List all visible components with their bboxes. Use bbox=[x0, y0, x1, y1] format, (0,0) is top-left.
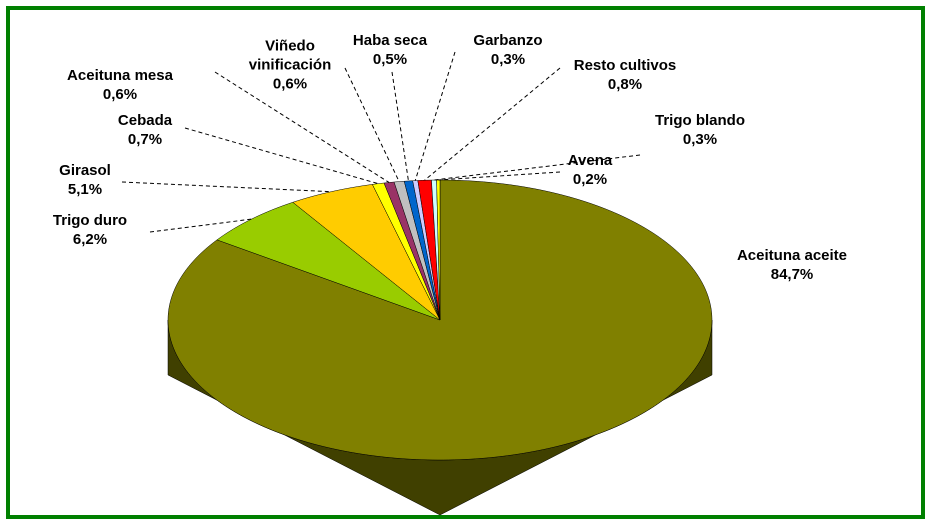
category-label: Avena bbox=[567, 152, 613, 169]
leader-line bbox=[391, 71, 409, 182]
chart-frame: Aceituna aceite 84,7% Trigo duro 6,2% Giraso… bbox=[6, 6, 925, 519]
category-label: Resto cultivos bbox=[573, 57, 677, 74]
category-label: Trigo blando bbox=[655, 112, 745, 129]
category-label: Garbanzo bbox=[473, 32, 543, 49]
category-label: Viñedo vinificación bbox=[248, 37, 332, 74]
chart bbox=[121, 51, 713, 516]
slice-label: Aceituna aceite 84,7% bbox=[737, 246, 847, 284]
value-label: 0,6% bbox=[272, 75, 308, 93]
slice-label: Girasol 5,1% bbox=[59, 161, 111, 199]
value-label: 0,2% bbox=[572, 171, 608, 188]
slice-label: Trigo blando 0,3% bbox=[655, 111, 745, 149]
value-label: 0,3% bbox=[490, 51, 526, 68]
leader-line bbox=[438, 171, 561, 181]
leader-line bbox=[184, 127, 379, 185]
slice-label: Trigo duro 6,2% bbox=[53, 211, 127, 249]
leader-line bbox=[414, 51, 456, 181]
slice-label: Cebada 0,7% bbox=[118, 111, 172, 149]
category-label: Aceituna aceite bbox=[736, 247, 848, 264]
value-label: 0,8% bbox=[607, 76, 643, 93]
leader-line bbox=[344, 67, 400, 182]
category-label: Aceituna mesa bbox=[67, 67, 173, 84]
slice-label: Garbanzo 0,3% bbox=[473, 31, 542, 69]
leader-line bbox=[149, 218, 252, 233]
slice-label: Resto cultivos 0,8% bbox=[574, 56, 677, 94]
leader-line bbox=[424, 67, 561, 181]
slice-label: Avena 0,2% bbox=[568, 151, 612, 189]
leader-line bbox=[121, 181, 332, 193]
value-label: 6,2% bbox=[72, 231, 108, 248]
category-label: Haba seca bbox=[352, 32, 428, 49]
value-label: 0,6% bbox=[102, 86, 138, 103]
value-label: 0,3% bbox=[682, 131, 718, 148]
slice bbox=[292, 184, 441, 321]
value-label: 0,5% bbox=[372, 51, 408, 68]
slice-label: Viñedo vinificación 0,6% bbox=[235, 37, 345, 94]
slice-label: Aceituna mesa 0,6% bbox=[67, 66, 173, 104]
value-label: 5,1% bbox=[67, 181, 103, 198]
category-label: Cebada bbox=[117, 112, 173, 129]
category-label: Girasol bbox=[59, 162, 111, 179]
value-label: 0,7% bbox=[127, 131, 163, 148]
category-label: Trigo duro bbox=[52, 212, 128, 229]
leader-line bbox=[214, 71, 390, 183]
slice-label: Haba seca 0,5% bbox=[353, 31, 427, 69]
slice bbox=[216, 201, 441, 321]
value-label: 84,7% bbox=[770, 266, 814, 283]
